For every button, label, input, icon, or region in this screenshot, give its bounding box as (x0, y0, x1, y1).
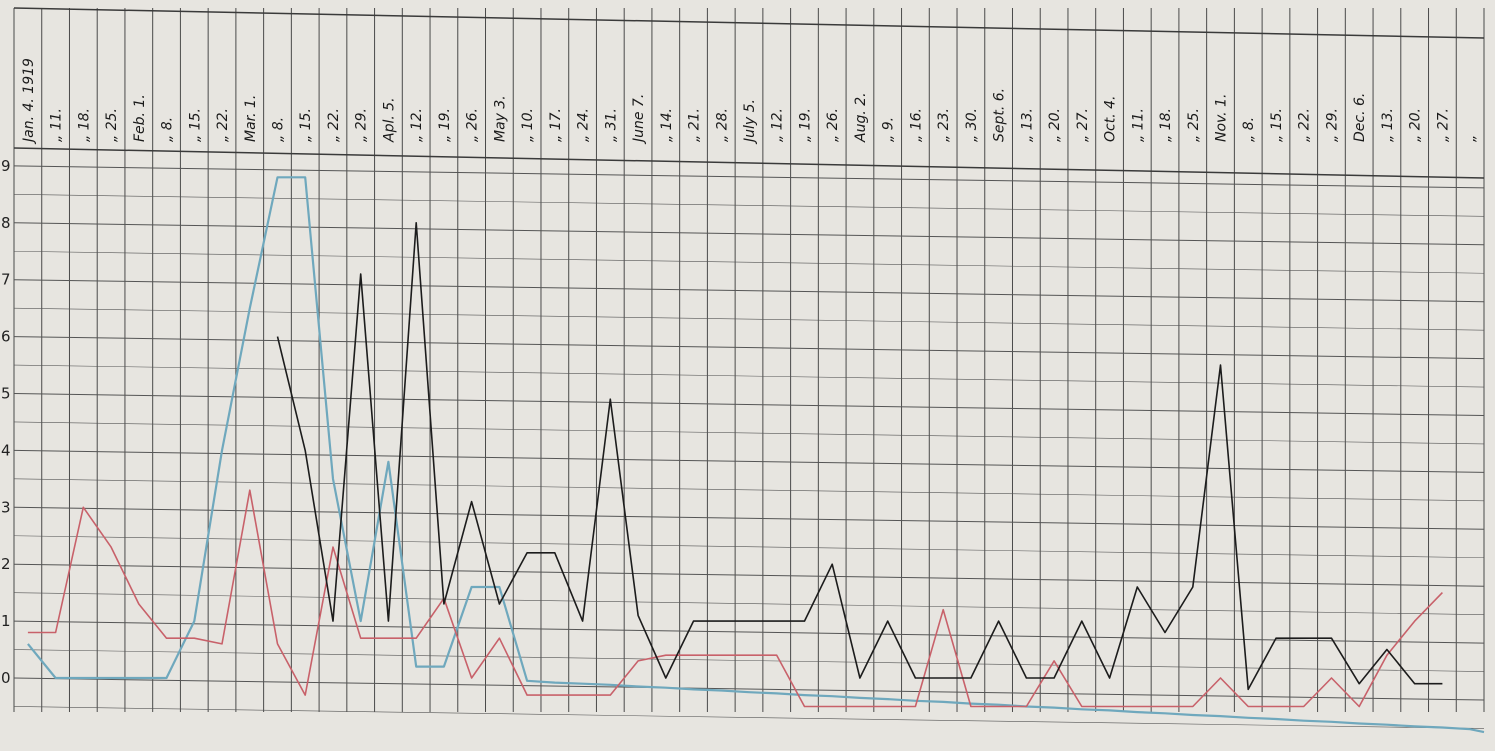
series-line (276, 222, 1443, 691)
y-axis-ticks: 0 1 2 3 4 5 6 7 8 9 (1, 157, 11, 687)
grid (13, 7, 1485, 729)
grid-hline (13, 165, 1485, 189)
x-tick-label: Sept. 6. (992, 88, 1008, 142)
x-tick-label: Apl. 5. (381, 97, 397, 143)
grid-hline (13, 706, 1485, 729)
grid-hline (13, 222, 1485, 246)
x-tick-label: „ 22. (215, 108, 231, 142)
x-tick-label: „ 15. (298, 108, 314, 142)
grid-hline (13, 421, 1485, 445)
x-tick-label: „ 10. (520, 108, 536, 142)
x-tick-label: „ 28. (714, 108, 730, 142)
x-tick-label: „ 24. (576, 108, 592, 142)
grid-hline (13, 307, 1485, 331)
x-tick-label: „ 31. (603, 108, 619, 142)
x-tick-label: „ 13. (1380, 108, 1396, 142)
y-tick-label: 6 (1, 328, 11, 346)
x-tick-label: „ 18. (76, 108, 92, 142)
grid-hline (13, 336, 1485, 360)
y-tick-label: 4 (1, 441, 11, 459)
x-tick-label: July 5. (742, 99, 758, 145)
x-tick-label: „ 15. (1269, 108, 1285, 142)
x-tick-label: „ 15. (187, 108, 203, 142)
x-tick-label: „ 22. (1297, 108, 1313, 142)
x-tick-label: „ 20. (1047, 108, 1063, 142)
x-tick-label: „ 23. (936, 108, 952, 142)
series-lines (27, 176, 1485, 734)
y-tick-label: 0 (1, 669, 11, 687)
series-line (27, 176, 1485, 734)
grid-hline (13, 364, 1485, 388)
x-tick-label: „ 20. (1408, 108, 1424, 142)
y-tick-label: 1 (1, 612, 11, 630)
grid-hline (13, 393, 1485, 416)
grid-hline (13, 449, 1485, 473)
header-bottom-border (13, 147, 1485, 179)
x-tick-label: „ 27. (1435, 108, 1451, 142)
header-top-border (13, 7, 1485, 39)
x-tick-label: May 3. (492, 95, 508, 142)
x-tick-label: „ 12. (770, 108, 786, 142)
series-line (27, 489, 1443, 708)
grid-hline (13, 279, 1485, 303)
x-tick-label: „ 12. (409, 108, 425, 142)
x-tick-label: „ 25. (1186, 108, 1202, 142)
grid-hline (13, 478, 1485, 502)
x-tick-label: „ 8. (270, 117, 286, 142)
x-axis-date-labels: Jan. 4. 1919 „ 11. „ 18. „ 25. Feb. 1. „ 8. „ … (21, 58, 1479, 145)
x-tick-label: „ 26. (825, 108, 841, 142)
grid-hline (13, 620, 1485, 644)
grid-hline (13, 194, 1485, 217)
x-tick-label: „ 19. (797, 108, 813, 142)
x-tick-label: „ 11. (1130, 108, 1146, 142)
x-tick-label: „ 18. (1158, 108, 1174, 142)
x-tick-label: „ 11. (49, 108, 65, 142)
x-tick-label: „ 26. (465, 108, 481, 142)
x-tick-label: Feb. 1. (132, 94, 148, 142)
x-tick-label: Nov. 1. (1214, 94, 1230, 142)
y-tick-label: 9 (1, 157, 11, 175)
x-tick-label: June 7. (631, 94, 647, 145)
x-tick-label: „ 19. (437, 108, 453, 142)
y-tick-label: 8 (1, 214, 11, 232)
x-tick-label: Dec. 6. (1352, 93, 1368, 142)
x-tick-label: „ 13. (1019, 108, 1035, 142)
x-tick-label: Jan. 4. 1919 (21, 58, 37, 145)
grid-hline (13, 250, 1485, 274)
y-tick-label: 2 (1, 555, 11, 573)
grid-hline (13, 592, 1485, 615)
x-tick-label: „ 29. (354, 108, 370, 142)
x-tick-label: „ 30. (964, 108, 980, 142)
x-tick-label: „ 27. (1075, 108, 1091, 142)
x-tick-label: Aug. 2. (853, 92, 869, 143)
grid-hline (13, 649, 1485, 672)
x-tick-label: „ 9. (881, 117, 897, 142)
y-tick-label: 3 (1, 498, 11, 516)
x-tick-label: „ 17. (548, 108, 564, 142)
x-tick-label: „ 25. (104, 108, 120, 142)
y-tick-label: 7 (1, 271, 11, 289)
y-tick-label: 5 (1, 385, 11, 403)
x-tick-label: „ 29. (1324, 108, 1340, 142)
x-tick-label: Oct. 4. (1103, 96, 1119, 142)
x-tick-label: „ 22. (326, 108, 342, 142)
x-tick-label: „ 21. (687, 108, 703, 142)
x-tick-label: „ (1463, 135, 1479, 142)
x-tick-label: „ 8. (1241, 117, 1257, 142)
x-tick-label: „ 8. (160, 117, 176, 142)
x-tick-label: „ 16. (908, 108, 924, 142)
x-tick-label: Mar. 1. (243, 95, 259, 142)
grid-hline (13, 506, 1485, 530)
x-tick-label: „ 14. (659, 108, 675, 142)
